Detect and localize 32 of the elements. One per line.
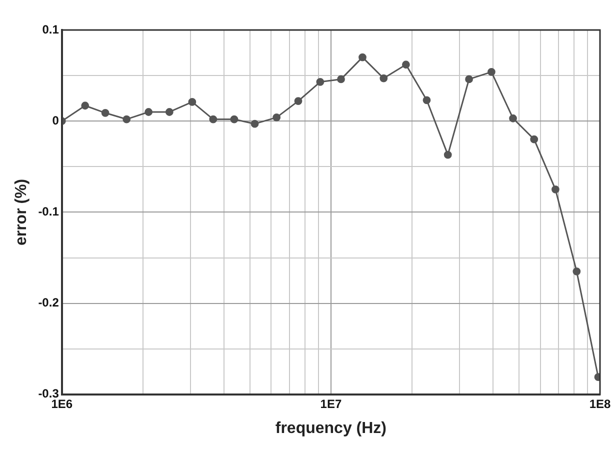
x-tick-label: 1E8 [589,396,611,411]
x-tick-label: 1E7 [320,396,342,411]
point [316,78,324,86]
point [188,98,196,106]
point [422,96,431,104]
point [209,115,218,124]
point [230,115,238,124]
point [272,114,281,122]
point [122,115,131,124]
y-tick-label: 0.1 [42,22,60,36]
point [358,53,366,62]
point [530,135,538,144]
point [380,74,388,82]
point [101,108,110,117]
y-tick-label: -0.1 [38,204,60,219]
y-axis-title: error (%) [13,178,30,246]
x-axis-title: frequency (Hz) [275,420,386,437]
point [337,75,345,84]
y-tick-label: -0.2 [38,296,60,310]
point [81,102,90,110]
point [402,60,410,69]
point [509,114,517,122]
point [465,75,473,84]
point [250,120,259,128]
point [552,185,560,194]
point [572,267,581,276]
point [294,97,302,106]
point [165,108,174,116]
point [144,108,153,116]
y-tick-label: 0 [52,113,60,128]
point [444,150,452,159]
point [488,68,496,76]
